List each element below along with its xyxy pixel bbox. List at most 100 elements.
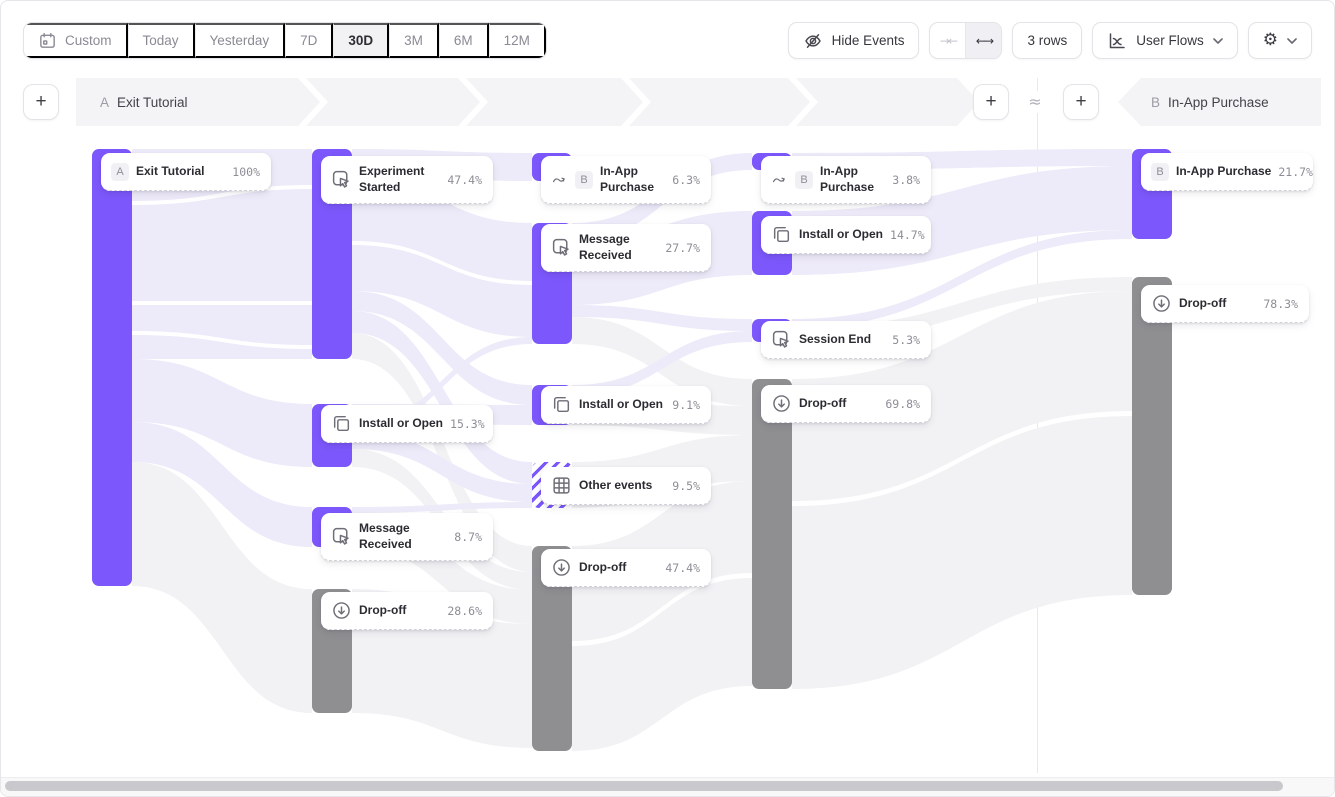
node-badge: B [795, 170, 813, 189]
arrow-down-circle-icon [551, 557, 572, 578]
add-step-left-button[interactable]: + [23, 84, 59, 120]
card-drop-off-2[interactable]: Drop-off 47.4% [541, 549, 711, 587]
card-in-app-purchase-2[interactable]: B In-App Purchase 3.8% [761, 156, 931, 204]
card-other-events[interactable]: Other events 9.5% [541, 467, 711, 505]
date-range-3m[interactable]: 3M [389, 23, 439, 58]
date-range-selector: Custom Today Yesterday 7D 30D 3M 6M 12M [23, 22, 547, 59]
collapse-arrows-icon[interactable]: →← [939, 33, 958, 48]
date-range-7d[interactable]: 7D [285, 23, 334, 58]
card-install-or-open-1[interactable]: Install or Open 15.3% [321, 405, 493, 443]
toolbar: Custom Today Yesterday 7D 30D 3M 6M 12M … [23, 22, 1312, 59]
card-install-or-open-3[interactable]: Install or Open 14.7% [761, 216, 931, 254]
node-label: Install or Open [579, 396, 664, 411]
node-value: 14.7% [890, 227, 925, 242]
bar-drop-off-3[interactable] [752, 379, 792, 689]
calendar-icon [38, 31, 57, 50]
horizontal-scrollbar-thumb[interactable] [5, 781, 1283, 791]
view-selector-button[interactable]: User Flows [1092, 22, 1238, 59]
node-value: 6.3% [672, 172, 700, 187]
card-drop-off-b[interactable]: Drop-off 78.3% [1141, 285, 1309, 323]
node-badge: B [575, 170, 593, 189]
bar-exit-tutorial[interactable] [92, 149, 132, 586]
card-drop-off-3[interactable]: Drop-off 69.8% [761, 385, 931, 423]
node-label: In-App Purchase [820, 163, 875, 194]
node-value: 47.4% [447, 172, 482, 187]
node-label: Drop-off [1179, 295, 1227, 310]
arrow-down-circle-icon [1151, 293, 1172, 314]
card-session-end[interactable]: Session End 5.3% [761, 321, 931, 359]
cursor-click-icon [331, 169, 352, 190]
eye-off-icon [803, 31, 823, 51]
toolbar-right: Hide Events →← ←→ 3 rows User Flows ⚙ [787, 22, 1312, 59]
add-step-before-b-button[interactable]: + [1063, 84, 1099, 120]
section-b-badge: B [1151, 94, 1161, 110]
node-value: 21.7% [1278, 164, 1313, 179]
node-value: 9.1% [672, 397, 700, 412]
chevron-down-icon [1212, 33, 1223, 48]
date-range-custom[interactable]: Custom [24, 23, 128, 58]
arrow-down-circle-icon [771, 393, 792, 414]
card-drop-off-1[interactable]: Drop-off 28.6% [321, 592, 493, 630]
copy-icon [331, 413, 352, 434]
card-exit-tutorial[interactable]: A Exit Tutorial 100% [101, 153, 271, 191]
node-label: Exit Tutorial [136, 163, 205, 178]
node-badge: B [1151, 162, 1169, 181]
section-header-band: A Exit Tutorial B In-App Purchase + + + … [1, 78, 1334, 126]
date-range-today[interactable]: Today [127, 23, 195, 58]
gear-icon: ⚙ [1262, 30, 1278, 50]
card-in-app-purchase-b[interactable]: B In-App Purchase 21.7% [1141, 153, 1313, 191]
bar-drop-off-b[interactable] [1132, 277, 1172, 595]
node-value: 15.3% [450, 416, 485, 431]
section-a-label: A Exit Tutorial [100, 78, 188, 126]
node-value: 9.5% [672, 478, 700, 493]
expand-arrows-icon[interactable]: ←→ [965, 23, 1002, 58]
card-message-received-1[interactable]: Message Received 8.7% [321, 513, 493, 561]
approx-icon: ≈ [1022, 91, 1048, 113]
node-label: Message Received [579, 231, 632, 262]
section-a-title: Exit Tutorial [117, 94, 188, 110]
flow-chart-icon [1107, 31, 1127, 51]
node-label: In-App Purchase [600, 163, 655, 194]
node-label: Drop-off [799, 395, 847, 410]
copy-icon [771, 224, 792, 245]
cursor-click-icon [331, 526, 352, 547]
date-range-6m[interactable]: 6M [438, 23, 489, 58]
section-b-label: B In-App Purchase [1151, 78, 1269, 126]
date-range-12m[interactable]: 12M [488, 23, 546, 58]
settings-button[interactable]: ⚙ [1247, 22, 1312, 59]
date-range-30d[interactable]: 30D [333, 23, 390, 58]
card-install-or-open-2[interactable]: Install or Open 9.1% [541, 386, 711, 424]
node-badge: A [111, 162, 129, 181]
node-value: 3.8% [892, 172, 920, 187]
node-label: Install or Open [359, 415, 444, 430]
node-value: 47.4% [665, 560, 700, 575]
card-in-app-purchase-1[interactable]: B In-App Purchase 6.3% [541, 156, 711, 204]
cursor-click-icon [771, 329, 792, 350]
card-experiment-started[interactable]: Experiment Started 47.4% [321, 156, 493, 204]
jump-arrow-icon [771, 171, 788, 188]
rows-button[interactable]: 3 rows [1012, 22, 1083, 59]
node-label: Drop-off [359, 602, 407, 617]
node-value: 8.7% [454, 529, 482, 544]
copy-icon [551, 394, 572, 415]
node-value: 28.6% [447, 603, 482, 618]
node-label: Message Received [359, 520, 412, 551]
add-step-end-a-button[interactable]: + [973, 84, 1009, 120]
node-value: 5.3% [892, 332, 920, 347]
section-banners [76, 78, 1321, 126]
flow-width-toggle: →← ←→ [929, 22, 1003, 59]
card-message-received-2[interactable]: Message Received 27.7% [541, 224, 711, 272]
section-b-title: In-App Purchase [1168, 94, 1269, 110]
horizontal-scrollbar-track [1, 777, 1334, 796]
node-label: Experiment Started [359, 163, 425, 194]
node-value: 78.3% [1263, 296, 1298, 311]
jump-arrow-icon [551, 171, 568, 188]
date-range-yesterday[interactable]: Yesterday [194, 23, 286, 58]
node-value: 27.7% [665, 240, 700, 255]
hide-events-button[interactable]: Hide Events [787, 22, 920, 59]
grid-icon [551, 475, 572, 496]
node-label: In-App Purchase [1176, 163, 1272, 178]
date-range-label: Custom [65, 33, 112, 48]
section-a-badge: A [100, 94, 110, 110]
